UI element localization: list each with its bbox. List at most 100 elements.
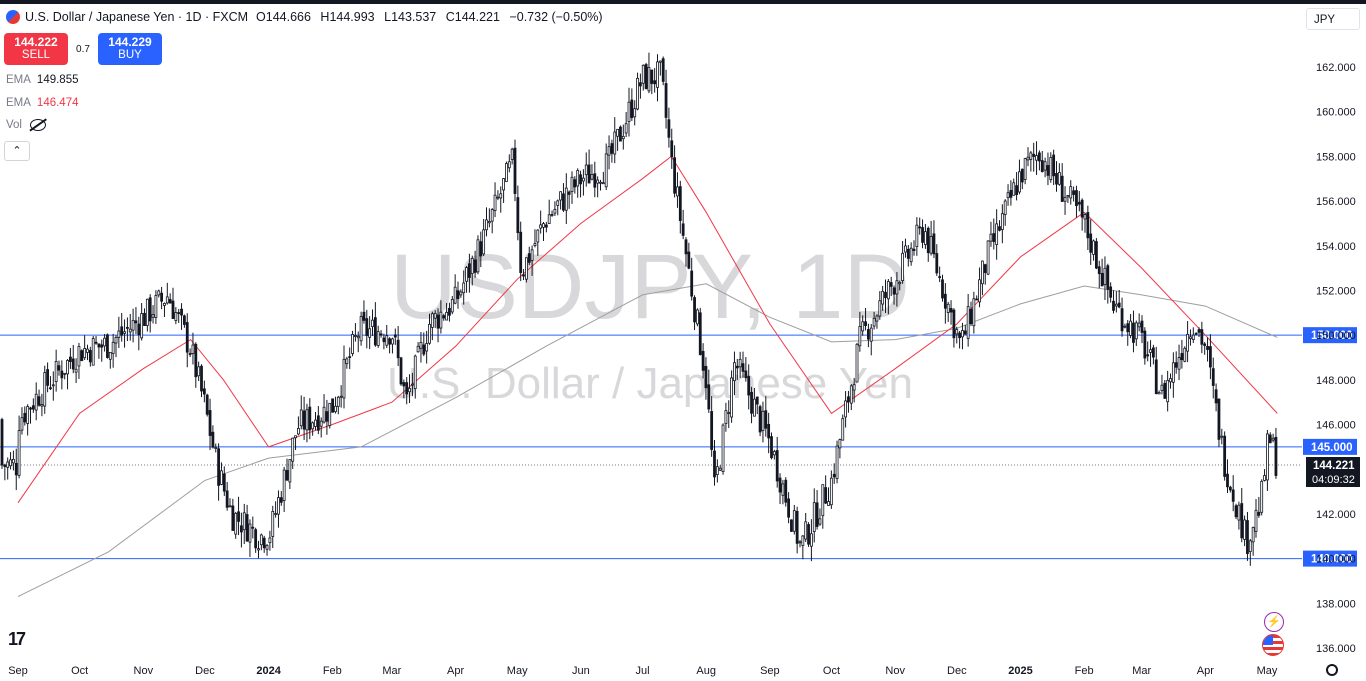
candle-body xyxy=(126,326,129,329)
ema-slow-line xyxy=(17,283,1278,598)
candle-body xyxy=(1063,197,1067,202)
symbol-title[interactable]: U.S. Dollar / Japanese Yen · 1D · FXCM xyxy=(25,10,249,24)
candle-body xyxy=(915,224,919,248)
candle-body xyxy=(311,422,315,430)
candle-body xyxy=(1040,160,1044,173)
candle-body xyxy=(1234,505,1238,518)
candle-body xyxy=(69,356,72,362)
candle-body xyxy=(787,498,790,518)
volume-legend[interactable]: Vol xyxy=(6,119,46,131)
candle-body xyxy=(63,372,67,375)
ema-fast-legend[interactable]: EMA 146.474 xyxy=(6,97,79,109)
candle-body xyxy=(154,295,158,318)
time-tick-label: Dec xyxy=(947,665,967,677)
candle-body xyxy=(644,64,648,89)
candle-body xyxy=(992,233,996,242)
lightning-icon[interactable]: ⚡ xyxy=(1264,612,1284,632)
candle-body xyxy=(1152,347,1155,358)
candle-body xyxy=(547,214,551,224)
candle-body xyxy=(342,358,346,399)
candle-body xyxy=(442,315,446,319)
candle-body xyxy=(1263,475,1266,481)
candle-body xyxy=(1026,156,1030,161)
candle-body xyxy=(436,314,440,329)
candle-body xyxy=(1038,152,1041,162)
price-tick-label: 148.000 xyxy=(1316,375,1356,387)
horizontal-line-label-bg xyxy=(1303,438,1357,455)
candle-body xyxy=(607,146,611,156)
volume-label: Vol xyxy=(6,119,22,132)
candle-body xyxy=(40,404,44,407)
candle-body xyxy=(781,483,785,496)
symbol-legend[interactable]: U.S. Dollar / Japanese Yen · 1D · FXCM O… xyxy=(6,10,603,24)
candle-body xyxy=(747,376,751,396)
candle-body xyxy=(1154,359,1158,395)
tradingview-logo-icon[interactable]: 17 xyxy=(8,629,26,649)
candle-body xyxy=(667,119,671,138)
us-flag-icon[interactable] xyxy=(1262,634,1284,656)
hidden-eye-icon[interactable] xyxy=(30,119,46,131)
settings-gear-icon[interactable] xyxy=(1326,664,1338,676)
candle-body xyxy=(810,533,813,547)
candle-body xyxy=(1023,158,1027,180)
candle-body xyxy=(74,368,78,373)
candle-body xyxy=(921,227,924,243)
buy-button[interactable]: 144.229 BUY xyxy=(98,33,162,65)
candle-body xyxy=(721,424,725,472)
candle-body xyxy=(849,385,853,404)
sell-button[interactable]: 144.222 SELL xyxy=(4,33,68,65)
candle-body xyxy=(656,61,659,88)
candle-body xyxy=(496,196,500,199)
candle-body xyxy=(268,537,272,544)
candle-body xyxy=(1060,175,1064,202)
candle-body xyxy=(567,191,571,195)
candle-body xyxy=(510,148,514,160)
candle-body xyxy=(379,333,383,336)
candle-body xyxy=(1015,185,1018,195)
collapse-legend-button[interactable]: ⌃ xyxy=(4,141,30,161)
candle-body xyxy=(804,521,808,540)
candle-body xyxy=(832,473,836,478)
candle-body xyxy=(938,276,942,279)
candle-body xyxy=(1246,520,1249,554)
candle-body xyxy=(339,395,343,398)
candle-body xyxy=(14,463,18,476)
low-value: 143.537 xyxy=(391,10,437,24)
candle-body xyxy=(197,366,201,377)
candle-body xyxy=(1000,213,1004,231)
time-axis[interactable]: Sep Oct Nov Dec 2024 Feb Mar Apr May Jun Jul Aug Sep… xyxy=(8,665,1278,677)
candle-body xyxy=(975,298,979,301)
currency-button[interactable]: JPY xyxy=(1306,8,1360,30)
candle-body xyxy=(1231,489,1235,502)
candle-body xyxy=(111,341,115,354)
candle-body xyxy=(844,400,847,418)
candle-body xyxy=(1097,266,1101,275)
candle-body xyxy=(727,412,731,414)
candle-body xyxy=(1006,192,1010,199)
candle-body xyxy=(924,231,927,245)
candle-body xyxy=(425,343,429,352)
horizontal-lines[interactable]: 150.000 145.000 140.000 xyxy=(0,327,1357,567)
candle-body xyxy=(373,317,377,346)
candle-body xyxy=(448,307,451,316)
candle-body xyxy=(963,330,967,335)
candle-body xyxy=(470,258,474,275)
candle-body xyxy=(630,99,634,118)
candle-body xyxy=(6,461,10,468)
candle-body xyxy=(430,313,434,328)
candle-body xyxy=(106,334,109,358)
candle-body xyxy=(0,419,4,466)
watermark-symbol: USDJPY, 1D xyxy=(390,236,910,338)
time-tick-label: Sep xyxy=(760,665,780,677)
candle-body xyxy=(428,323,431,344)
candle-body xyxy=(316,415,320,431)
candle-body xyxy=(57,365,61,371)
candle-body xyxy=(296,428,300,435)
ema-slow-legend[interactable]: EMA 149.855 xyxy=(6,74,79,86)
candle-body xyxy=(97,343,101,348)
candle-body xyxy=(767,423,771,439)
candle-body xyxy=(37,396,41,406)
candle-body xyxy=(128,328,132,333)
last-price-label: 144.221 04:09:32 xyxy=(1306,457,1360,487)
